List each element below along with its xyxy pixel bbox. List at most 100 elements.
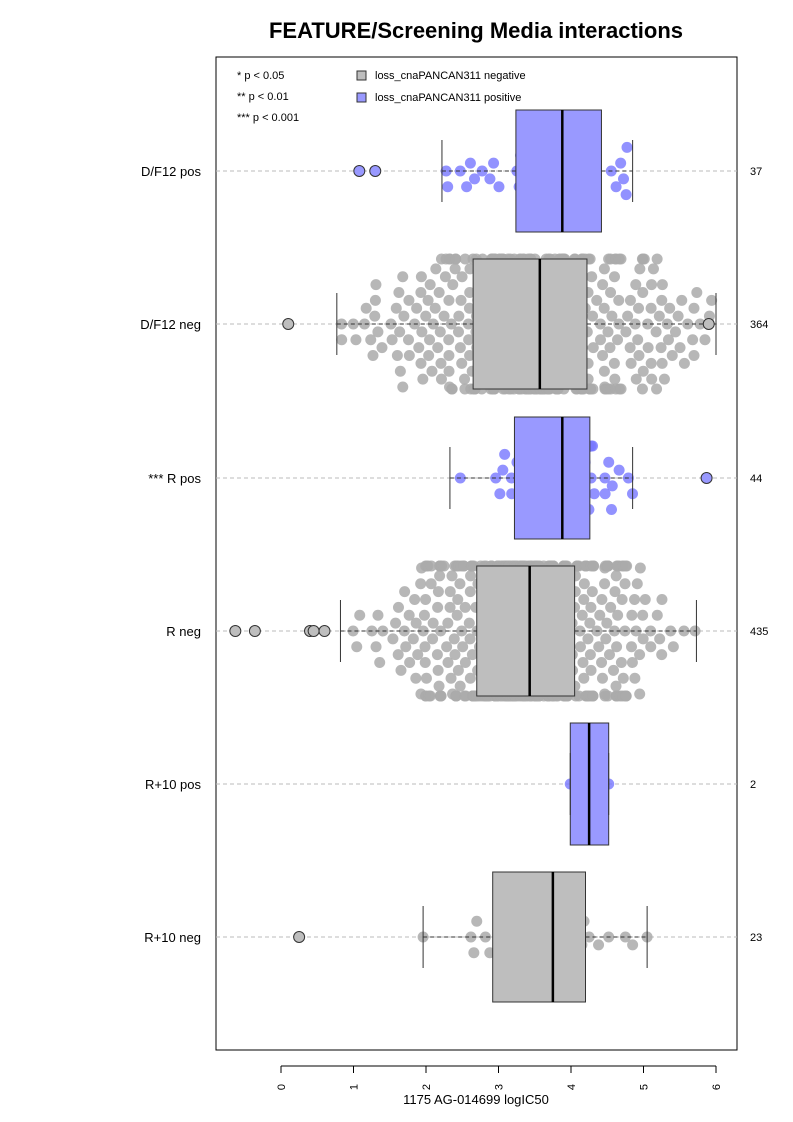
data-point (494, 488, 505, 499)
data-point (597, 279, 608, 290)
legend-entry-label: loss_cnaPANCAN311 negative (375, 70, 526, 82)
data-point (673, 311, 684, 322)
data-point (612, 334, 623, 345)
data-point (430, 263, 441, 274)
group-count-label: 435 (750, 626, 768, 638)
data-point (468, 947, 479, 958)
category-label: *** R pos (148, 471, 201, 486)
data-point (632, 578, 643, 589)
data-point (420, 657, 431, 668)
data-point (611, 641, 622, 652)
data-point (670, 326, 681, 337)
outlier-point (294, 932, 305, 943)
data-point (354, 610, 365, 621)
group-count-label: 364 (750, 319, 768, 331)
legend-swatch (357, 93, 366, 102)
x-tick-label: 6 (711, 1084, 723, 1090)
data-point (617, 594, 628, 605)
data-point (634, 649, 645, 660)
data-point (657, 358, 668, 369)
data-point (370, 295, 381, 306)
data-point (599, 263, 610, 274)
data-point (446, 570, 457, 581)
data-point (434, 681, 445, 692)
significance-legend-entry: ** p < 0.01 (237, 91, 289, 103)
data-point (443, 350, 454, 361)
plot-frame (216, 57, 737, 1050)
data-point (424, 334, 435, 345)
data-point (455, 342, 466, 353)
data-point (443, 334, 454, 345)
data-point (621, 189, 632, 200)
x-axis-label: 1175 AG-014699 logIC50 (403, 1092, 549, 1107)
data-point (656, 649, 667, 660)
x-tick-label: 2 (421, 1084, 433, 1090)
data-point (634, 689, 645, 700)
data-point (622, 142, 633, 153)
data-point (637, 287, 648, 298)
data-point (426, 366, 437, 377)
data-point (618, 673, 629, 684)
data-point (657, 279, 668, 290)
data-point (450, 254, 461, 265)
data-point (607, 480, 618, 491)
data-point (394, 326, 405, 337)
legend: * p < 0.05 ** p < 0.01 *** p < 0.001 loss_c… (237, 70, 526, 124)
data-point (434, 287, 445, 298)
data-point (676, 295, 687, 306)
box (514, 417, 589, 539)
data-point (408, 633, 419, 644)
data-point (425, 279, 436, 290)
data-point (499, 449, 510, 460)
data-point (397, 271, 408, 282)
data-point (587, 311, 598, 322)
x-tick-label: 5 (639, 1084, 651, 1090)
data-point (615, 254, 626, 265)
data-point (403, 295, 414, 306)
group-count-label: 44 (750, 473, 762, 485)
data-point (456, 358, 467, 369)
data-point (404, 350, 415, 361)
data-point (646, 303, 657, 314)
outlier-point (703, 319, 714, 330)
data-point (390, 618, 401, 629)
data-point (635, 563, 646, 574)
data-point (609, 271, 620, 282)
data-point (589, 488, 600, 499)
data-point (425, 691, 436, 702)
data-point (371, 641, 382, 652)
data-point (587, 586, 598, 597)
category-label: R+10 neg (144, 930, 201, 945)
data-point (454, 578, 465, 589)
data-point (643, 342, 654, 353)
data-point (410, 673, 421, 684)
data-point (369, 311, 380, 322)
data-point (361, 303, 372, 314)
data-point (432, 602, 443, 613)
x-axis: 0 1 2 3 4 5 6 (276, 1066, 723, 1090)
data-point (452, 610, 463, 621)
data-point (622, 311, 633, 322)
legend-swatch (357, 71, 366, 80)
data-point (608, 665, 619, 676)
outlier-point (370, 166, 381, 177)
data-point (688, 350, 699, 361)
box (493, 872, 586, 1002)
data-point (433, 665, 444, 676)
data-point (442, 618, 453, 629)
data-point (395, 366, 406, 377)
data-point (588, 561, 599, 572)
data-point (488, 158, 499, 169)
chart-title: FEATURE/Screening Media interactions (269, 18, 683, 43)
data-point (638, 366, 649, 377)
outlier-point (701, 473, 712, 484)
data-point (603, 457, 614, 468)
data-point (596, 657, 607, 668)
group-count-label: 23 (750, 932, 762, 944)
data-point (652, 610, 663, 621)
data-point (612, 610, 623, 621)
category-label: R+10 pos (145, 777, 202, 792)
data-point (336, 334, 347, 345)
data-point (415, 358, 426, 369)
data-point (614, 465, 625, 476)
